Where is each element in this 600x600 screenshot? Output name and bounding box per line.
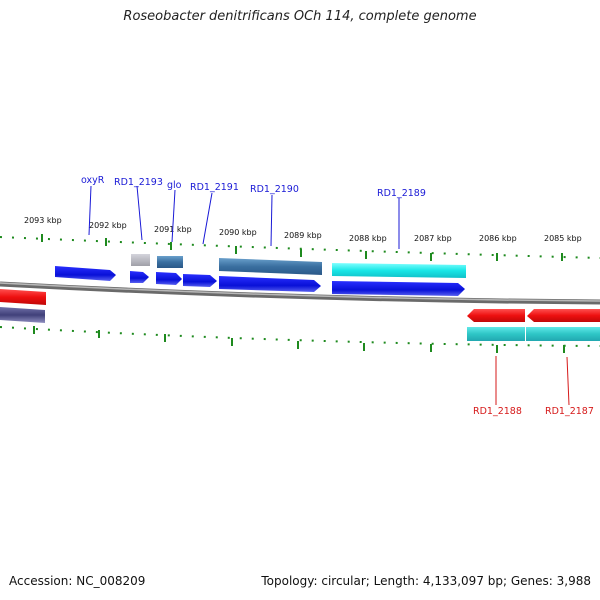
forward-cds-track: [55, 266, 465, 296]
gene-label[interactable]: oxyR: [81, 175, 105, 186]
gene-label[interactable]: RD1_2188: [473, 406, 522, 417]
reverse-gene-track: [0, 307, 600, 341]
map-title: Roseobacter denitrificans OCh 114, compl…: [123, 9, 477, 24]
scale-label: 2090 kbp: [219, 228, 257, 237]
accession-text: Accession: NC_008209: [9, 574, 146, 588]
scale-label: 2085 kbp: [544, 234, 582, 243]
forward-label-leaders: [88, 185, 400, 249]
gene-feature[interactable]: [157, 256, 183, 268]
cds-arrow[interactable]: [0, 289, 46, 305]
scale-label: 2086 kbp: [479, 234, 517, 243]
cds-arrow[interactable]: [55, 266, 116, 281]
cds-arrow[interactable]: [219, 276, 321, 292]
cds-arrow[interactable]: [183, 274, 217, 287]
gene-feature[interactable]: [467, 327, 525, 341]
scale-label: 2093 kbp: [24, 216, 62, 225]
reverse-cds-track: [0, 289, 600, 322]
gene-label[interactable]: RD1_2189: [377, 188, 426, 199]
reverse-gene-labels: RD1_2188 RD1_2187: [473, 406, 594, 417]
cds-arrow[interactable]: [527, 309, 600, 322]
genome-summary-text: Topology: circular; Length: 4,133,097 bp…: [261, 574, 591, 588]
cds-arrow[interactable]: [130, 271, 149, 283]
cds-arrow[interactable]: [467, 309, 525, 322]
scale-labels: 2093 kbp 2092 kbp 2091 kbp 2090 kbp 2089…: [24, 216, 582, 243]
cds-arrow[interactable]: [156, 272, 182, 285]
gene-label[interactable]: RD1_2193: [114, 177, 163, 188]
gene-feature[interactable]: [131, 254, 150, 266]
scale-label: 2087 kbp: [414, 234, 452, 243]
gene-feature[interactable]: [0, 307, 45, 323]
scale-label: 2089 kbp: [284, 231, 322, 240]
forward-tick-track: [0, 236, 600, 259]
gene-label[interactable]: glo: [167, 180, 182, 191]
reverse-major-ticks: [33, 326, 565, 353]
scale-label: 2088 kbp: [349, 234, 387, 243]
reverse-tick-track: [0, 326, 600, 347]
forward-major-ticks: [41, 234, 563, 261]
forward-gene-labels: oxyR RD1_2193 glo RD1_2191 RD1_2190 RD1_…: [81, 175, 426, 199]
cds-arrow[interactable]: [332, 281, 465, 296]
gene-label[interactable]: RD1_2191: [190, 182, 239, 193]
scale-label: 2092 kbp: [89, 221, 127, 230]
gene-label[interactable]: RD1_2190: [250, 184, 299, 195]
genome-backbone: [0, 281, 600, 305]
gene-feature[interactable]: [526, 327, 600, 341]
gene-feature[interactable]: [332, 263, 466, 278]
gene-label[interactable]: RD1_2187: [545, 406, 594, 417]
forward-gene-track: [131, 254, 466, 278]
reverse-label-leaders: [495, 356, 570, 406]
gene-feature[interactable]: [219, 258, 322, 275]
